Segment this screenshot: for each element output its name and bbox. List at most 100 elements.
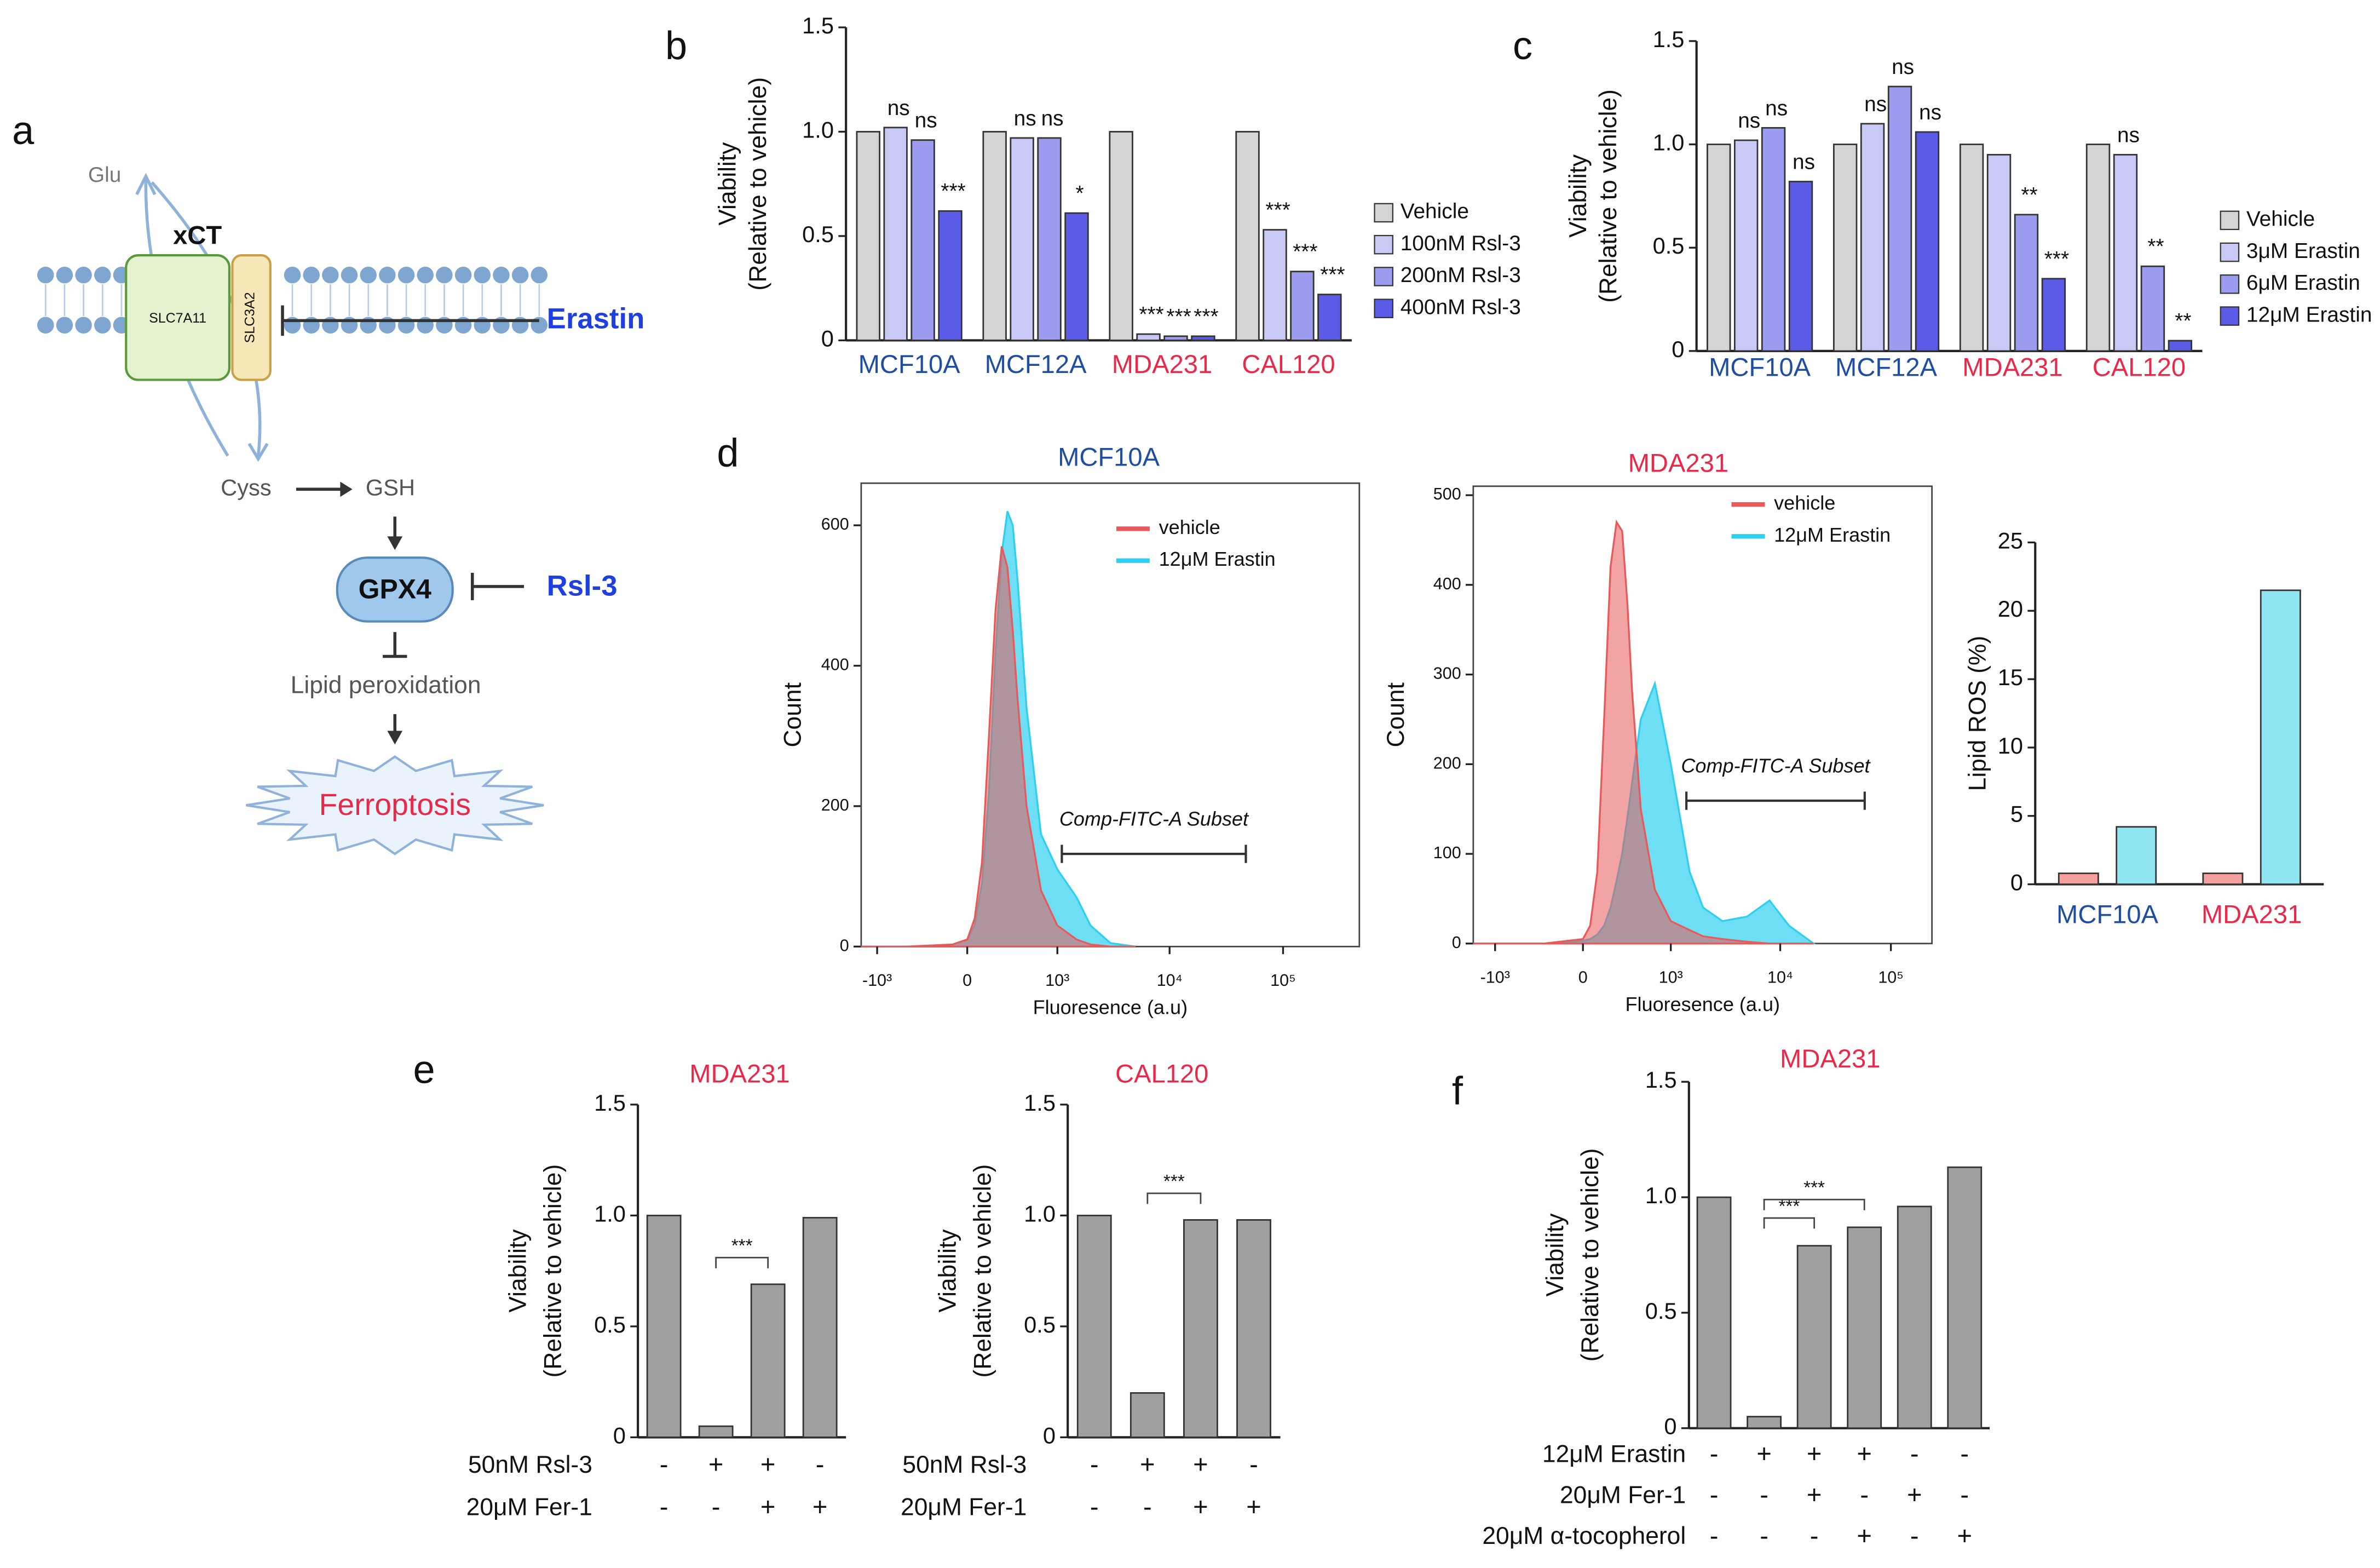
x-tick-label: 0 (963, 971, 972, 990)
treatment-sign: - (1710, 1480, 1719, 1509)
significance-label: ns (1738, 109, 1760, 133)
y-tick-label: 1.5 (594, 1090, 626, 1116)
bar (1959, 143, 1984, 352)
label: xCT (173, 220, 222, 249)
treatment-sign: - (1090, 1492, 1099, 1521)
treatment-sign: + (812, 1492, 828, 1521)
bar (938, 210, 963, 341)
lipid-head (322, 266, 339, 284)
legend-swatch (2220, 242, 2240, 262)
label: SLC7A11 (149, 311, 206, 326)
significance-label: ns (915, 109, 937, 133)
label: Cyss (221, 474, 271, 500)
x-tick-label: 10³ (1045, 971, 1069, 990)
y-tick-label: 0.5 (802, 221, 834, 247)
significance-label: ns (1014, 107, 1036, 130)
bar (1887, 85, 1912, 352)
bar (1796, 1245, 1832, 1429)
bar (1860, 123, 1885, 352)
x-tick-label: 10⁴ (1157, 971, 1183, 990)
significance-label: *** (941, 180, 965, 203)
bar (1191, 335, 1215, 341)
bar (802, 1217, 838, 1438)
lipid-head (379, 266, 396, 284)
bar (1235, 131, 1260, 341)
significance-label: *** (1320, 263, 1345, 287)
arrow-head (247, 443, 269, 462)
y-tick-label: 0.5 (1024, 1312, 1056, 1337)
x-tick-label: MDA231 (1962, 353, 2062, 382)
y-tick-label: 100 (1433, 843, 1461, 862)
bar (1236, 1219, 1271, 1438)
legend-label: 200nM Rsl-3 (1401, 263, 1521, 287)
treatment-sign: - (1960, 1480, 1969, 1509)
lipid-head (474, 266, 491, 284)
y-tick-label: 0 (1043, 1422, 1056, 1448)
significance-label: *** (2044, 248, 2069, 271)
y-axis-label: Count (1382, 682, 1409, 747)
significance-label: *** (1293, 240, 1317, 264)
y-tick-label: 1.5 (802, 13, 834, 38)
significance-label: *** (1265, 199, 1290, 222)
lipid-head (75, 317, 92, 334)
y-axis-label: Count (780, 682, 806, 747)
label: GPX4 (359, 573, 431, 604)
bar (1290, 271, 1315, 341)
bar (1163, 335, 1188, 341)
bar (1986, 154, 2012, 352)
bar (1317, 294, 1342, 341)
y-axis-label: Lipid ROS (%) (1964, 636, 1991, 791)
x-axis-label: Fluoresence (a.u) (1626, 993, 1780, 1015)
y-axis-label: (Relative to vehicle) (1595, 89, 1622, 303)
chart-title: MDA231 (1628, 448, 1728, 477)
bar (1832, 143, 1858, 352)
lipid-head (94, 266, 111, 284)
treatment-sign: - (660, 1492, 669, 1521)
panel-letter: e (413, 1048, 435, 1092)
bar (1010, 137, 1034, 341)
x-tick-label: MCF10A (2056, 899, 2159, 928)
label: Glu (88, 163, 121, 187)
treatment-sign: + (1140, 1450, 1155, 1479)
legend-swatch (2220, 274, 2240, 294)
significance-label: ** (2021, 183, 2037, 207)
lipid-head (303, 266, 320, 284)
significance-label: ** (2175, 309, 2191, 333)
bar (1733, 139, 1759, 352)
y-tick-label: 200 (821, 796, 849, 814)
chart-title: MDA231 (689, 1059, 790, 1088)
y-tick-label: 5 (2010, 801, 2023, 827)
treatment-sign: - (1960, 1439, 1969, 1468)
bar (1109, 131, 1133, 341)
treatment-sign: + (1957, 1521, 1973, 1550)
treatment-sign: + (1756, 1439, 1772, 1468)
legend-label: vehicle (1159, 516, 1220, 538)
treatment-label: 20μM Fer-1 (901, 1494, 1027, 1520)
pathway-diagram: Glu xCT SLC7A11 SLC3A2 Erastin Cyss GSH … (37, 163, 644, 855)
y-axis-label: Viability (714, 142, 741, 226)
y-axis-label: (Relative to vehicle) (1577, 1148, 1604, 1362)
bar (856, 131, 880, 341)
treatment-label: 12μM Erastin (1542, 1440, 1686, 1467)
treatment-sign: + (1193, 1492, 1208, 1521)
bar (2260, 589, 2301, 885)
y-axis-label: (Relative to vehicle) (539, 1164, 566, 1378)
bar (2041, 278, 2066, 352)
plot-frame (860, 482, 1361, 947)
comparison-bracket (715, 1256, 769, 1268)
label: Ferroptosis (319, 788, 471, 822)
slc7a11-box (125, 254, 230, 381)
bar (1897, 1205, 1932, 1429)
bar (2085, 143, 2111, 352)
y-tick-label: 15 (1998, 664, 2023, 690)
bar (1136, 333, 1161, 341)
y-axis-label: Viability (935, 1229, 961, 1313)
y-tick-label: 400 (1433, 575, 1461, 593)
lipid-head (37, 266, 54, 284)
y-tick-label: 1.5 (1645, 1067, 1677, 1093)
significance-label: ns (2117, 123, 2140, 147)
bar (2168, 340, 2193, 352)
treatment-sign: - (1760, 1480, 1768, 1509)
x-tick-label: MCF10A (1709, 353, 1811, 382)
